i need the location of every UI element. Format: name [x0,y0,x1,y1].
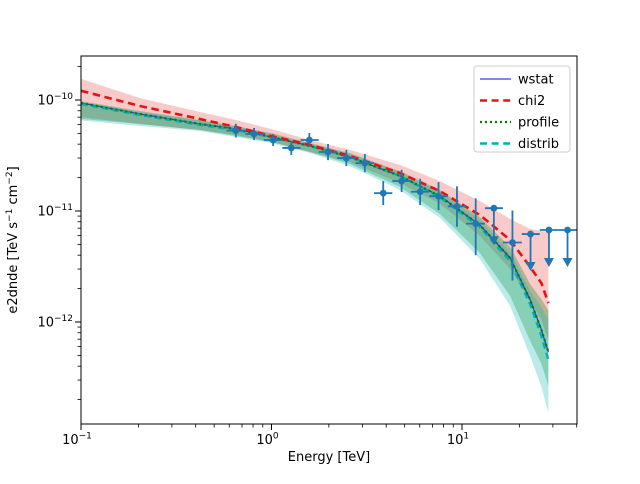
y-tick-label: 10−11 [37,203,73,220]
flux-point [392,169,411,193]
legend-label-wstat: wstat [518,73,554,88]
flux-point [410,178,430,206]
flux-point-marker [453,203,461,210]
upper-limit-arrow-head [525,262,536,272]
flux-point [373,181,393,206]
flux-point [429,182,448,211]
flux-point-marker [287,144,295,152]
flux-point [263,133,283,147]
flux-point-marker [361,159,369,167]
flux-point-marker [435,192,442,200]
flux-point-marker [269,136,277,144]
flux-point-marker [342,154,350,162]
flux-point [282,140,301,155]
legend-box [473,65,571,153]
y-tick-label: 10−12 [37,314,73,331]
flux-upper-limit [558,226,577,268]
flux-point [355,153,374,173]
flux-upper-limit [521,230,540,272]
x-tick-label: 100 [256,432,279,449]
flux-point [226,123,246,138]
flux-point-marker [398,177,406,185]
flux-point [337,149,356,167]
flux-point [502,210,522,281]
flux-points [226,123,577,281]
y-tick-label: 10−10 [37,92,73,109]
flux-point-marker [232,127,240,135]
flux-point-marker [305,136,313,144]
legend-item-chi2: chi2 [480,94,545,109]
chi2-uncertainty-band [81,78,549,342]
y-axis-label: e2dnde [TeV s−1 cm−2] [5,166,21,313]
legend-item-wstat: wstat [480,73,554,88]
flux-point-marker [472,220,480,227]
flux-point-marker [416,188,424,196]
upper-limit-arrow-head [488,236,499,246]
flux-point-marker [324,148,332,156]
flux-point [245,127,264,141]
x-tick-label: 101 [447,432,469,449]
flux-point-marker [509,239,516,246]
flux-point-marker [250,130,258,138]
flux-point-marker [545,226,553,234]
flux-point [318,143,338,161]
flux-upper-limit [484,204,503,246]
flux-point-marker [379,189,387,197]
flux-point-marker [490,204,498,212]
flux-point [447,186,467,227]
flux-point-marker [564,226,571,234]
x-tick-label: 10−1 [62,432,92,449]
flux-point [466,198,485,256]
legend-item-profile: profile [480,116,559,131]
legend-label-profile: profile [518,116,559,131]
legend-item-distrib: distrib [480,137,559,152]
legend-label-chi2: chi2 [518,94,545,109]
flux-point-marker [527,230,534,238]
profile-fit-curve [81,101,550,353]
x-axis-label: Energy [TeV] [288,450,370,465]
flux-point [300,133,319,147]
flux-upper-limit [539,226,559,268]
legend: wstat chi2 profile distrib [473,65,571,153]
legend-label-distrib: distrib [518,137,559,152]
upper-limit-arrow-head [562,258,573,268]
axis-ticks: 10−1 100 101 10−10 10−11 10−12 [37,66,578,449]
upper-limit-arrow-head [543,258,554,268]
